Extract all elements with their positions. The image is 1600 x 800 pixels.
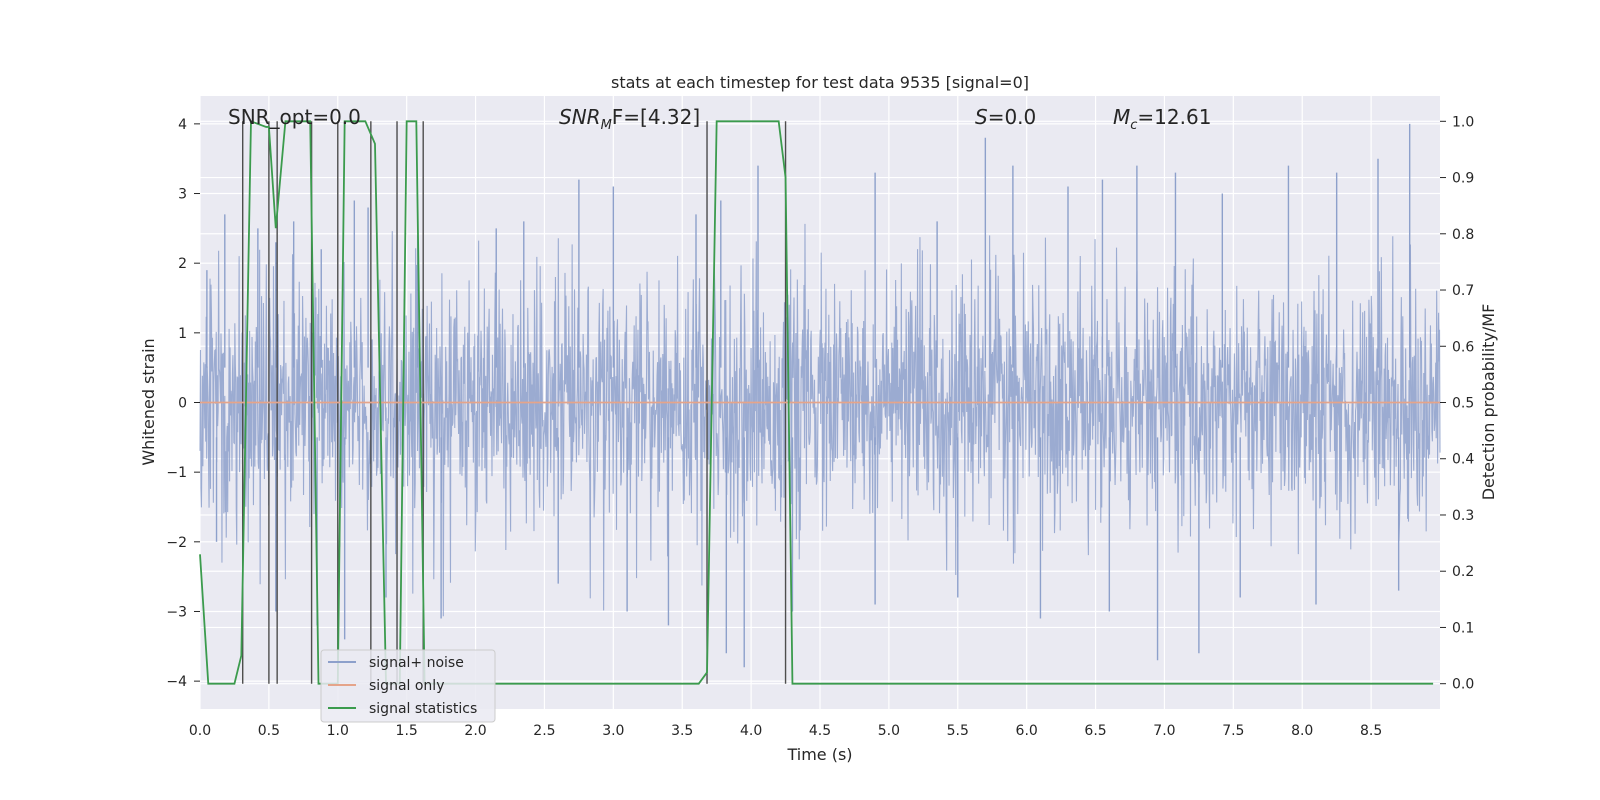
- x-tick-label: 6.0: [1016, 723, 1038, 739]
- x-tick-label: 8.0: [1291, 723, 1313, 739]
- y2-tick-label: 0.6: [1452, 339, 1474, 355]
- annotation-mc: Mc=12.61: [1113, 105, 1211, 133]
- x-tick-label: 7.5: [1222, 723, 1244, 739]
- y-tick-label: 0: [178, 396, 187, 412]
- x-tick-label: 6.5: [1084, 723, 1106, 739]
- x-tick-label: 2.0: [464, 723, 486, 739]
- line-series: [199, 120, 1440, 685]
- y2-tick-label: 0.9: [1452, 171, 1474, 187]
- x-tick-label: 1.0: [327, 723, 349, 739]
- legend-label-signal-only: signal only: [369, 678, 444, 694]
- y2-tick-label: 0.3: [1452, 508, 1474, 524]
- annotation-mc-sub: c: [1130, 118, 1137, 133]
- x-tick-label: 4.0: [740, 723, 762, 739]
- x-tick-label: 1.5: [396, 723, 418, 739]
- y2-tick-label: 0.4: [1452, 452, 1474, 468]
- signal-statistics-line: [199, 120, 1434, 685]
- annotation-s-rest: =0.0: [988, 105, 1037, 129]
- annotation-snr-mf-sub: M: [601, 118, 612, 133]
- x-tick-label: 8.5: [1360, 723, 1382, 739]
- y2-axis-label: Detection probability/MF: [1479, 304, 1498, 501]
- y2-tick-label: 0.8: [1452, 227, 1474, 243]
- x-tick-label: 3.0: [602, 723, 624, 739]
- chart-title: stats at each timestep for test data 953…: [611, 73, 1029, 92]
- y2-tick-label: 0.0: [1452, 677, 1474, 693]
- x-tick-label: 0.0: [189, 723, 211, 739]
- annotation-s: S=0.0: [975, 105, 1036, 129]
- y-tick-label: 1: [178, 326, 187, 342]
- x-tick-label: 0.5: [258, 723, 280, 739]
- x-tick-label: 4.5: [809, 723, 831, 739]
- annotation-mc-rest: =12.61: [1137, 105, 1211, 129]
- y-tick-label: 2: [178, 256, 187, 272]
- y-tick-label: 4: [178, 117, 187, 133]
- x-tick-label: 5.5: [947, 723, 969, 739]
- annotation-snr-mf-main: SNR: [559, 105, 601, 129]
- legend-label-signal-noise: signal+ noise: [369, 655, 464, 671]
- axis-ticks: 0.0 0.5 1.0 1.5 2.0 2.5 3.0 3.5 4.0 4.5 5.0 5.5 6.0 6…: [166, 114, 1474, 739]
- legend-box: [320, 649, 496, 723]
- y2-tick-label: 0.7: [1452, 283, 1474, 299]
- legend: signal+ noise signal only signal statist…: [320, 649, 496, 723]
- annotation-s-main: S: [975, 105, 988, 129]
- y-axis-label: Whitened strain: [139, 338, 158, 465]
- y-tick-label: −2: [166, 535, 187, 551]
- x-tick-label: 3.5: [671, 723, 693, 739]
- y2-tick-label: 1.0: [1452, 114, 1474, 130]
- y-tick-label: −3: [166, 604, 187, 620]
- y2-tick-label: 0.2: [1452, 564, 1474, 580]
- x-tick-label: 5.0: [878, 723, 900, 739]
- x-axis-label: Time (s): [786, 745, 852, 764]
- y-tick-label: −4: [166, 674, 187, 690]
- x-tick-label: 2.5: [533, 723, 555, 739]
- x-tick-label: 7.0: [1153, 723, 1175, 739]
- y2-tick-label: 0.5: [1452, 396, 1474, 412]
- annotation-snr-mf: SNRMF=[4.32]: [559, 105, 700, 133]
- annotation-snr-opt: SNR_opt=0.0: [228, 105, 361, 129]
- y2-tick-label: 0.1: [1452, 620, 1474, 636]
- signal-plus-noise-series: [199, 123, 1441, 668]
- annotation-mc-main: M: [1113, 105, 1130, 129]
- legend-label-signal-statistics: signal statistics: [369, 701, 477, 717]
- y-tick-label: −1: [166, 465, 187, 481]
- noise-trace: [199, 223, 1441, 617]
- annotation-snr-mf-rest: F=[4.32]: [612, 105, 700, 129]
- y-tick-label: 3: [178, 187, 187, 203]
